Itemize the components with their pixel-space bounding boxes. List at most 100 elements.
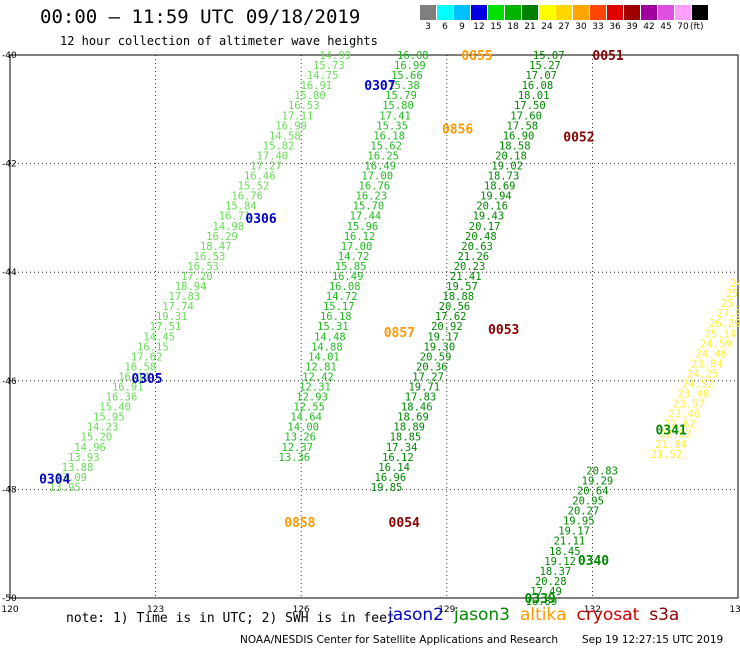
- wave-height-value: 16.12: [382, 452, 414, 464]
- wave-height-value: 15.80: [382, 100, 414, 112]
- satellite-cryosat-label: cryosat: [576, 605, 640, 625]
- pass-label: 0339: [524, 592, 555, 607]
- wave-height-value: 24.46: [696, 348, 728, 360]
- legend-label: 39: [626, 22, 638, 32]
- wave-height-value: 15.62: [370, 140, 402, 152]
- wave-height-value: 20.63: [461, 241, 493, 253]
- wave-height-value: 13.09: [55, 472, 87, 484]
- satellite-legend: jason2 jason3 altika cryosat s3a: [388, 605, 689, 625]
- wave-height-value: 14.72: [326, 291, 358, 303]
- wave-height-value: 16.53: [194, 251, 226, 263]
- legend-swatch: [471, 5, 487, 20]
- wave-height-value: 14.01: [308, 351, 340, 363]
- wave-height-value: 18.46: [401, 402, 433, 414]
- wave-height-value: 16.96: [375, 472, 407, 484]
- wave-height-value: 14.58: [269, 130, 301, 142]
- legend-swatch: [658, 5, 674, 20]
- wave-height-value: 24.25: [687, 368, 719, 380]
- wave-height-value: 15.38: [388, 80, 420, 92]
- wave-height-value: 20.28: [535, 576, 567, 588]
- wave-height-value: 22.62: [664, 419, 696, 431]
- wave-height-value: 19.30: [424, 341, 456, 353]
- wave-height-value: 19.12: [544, 556, 576, 568]
- wave-height-value: 15.31: [317, 321, 349, 333]
- wave-height-value: 19.95: [563, 516, 595, 528]
- legend-swatch: [607, 5, 623, 20]
- wave-height-value: 15.35: [376, 120, 408, 132]
- wave-height-value: 16.36: [106, 392, 138, 404]
- legend-label: 24: [541, 22, 553, 32]
- legend-swatch: [590, 5, 606, 20]
- wave-height-value: 15.73: [313, 60, 345, 72]
- wave-height-value: 14.98: [213, 221, 245, 233]
- legend-label: 27: [558, 22, 570, 32]
- pass-label: 0856: [442, 122, 473, 137]
- wave-height-value: 19.43: [473, 211, 505, 223]
- wave-height-value: 16.08: [522, 80, 554, 92]
- wave-height-value: 22.83: [660, 429, 692, 441]
- wave-height-value: 20.16: [476, 201, 508, 213]
- wave-height-value: 14.72: [338, 251, 370, 263]
- wave-height-value: 15.20: [81, 432, 113, 444]
- wave-height-value: 13.88: [62, 462, 94, 474]
- wave-height-value: 16.90: [503, 130, 535, 142]
- wave-height-value: 15.17: [323, 301, 355, 313]
- wave-height-value: 19.17: [558, 526, 590, 538]
- wave-height-value: 15.66: [391, 70, 423, 82]
- wave-height-value: 19.02: [491, 161, 523, 173]
- wave-height-value: 13.26: [284, 432, 316, 444]
- wave-height-value: 12.37: [281, 442, 313, 454]
- wave-height-value: 16.15: [137, 341, 169, 353]
- wave-height-value: 12.42: [302, 371, 334, 383]
- pass-label: 0341: [655, 424, 686, 439]
- wave-height-value: 21.84: [655, 439, 687, 451]
- satellite-altika-label: altika: [520, 605, 567, 625]
- wave-height-value: 16.18: [320, 311, 352, 323]
- wave-height-value: 18.37: [540, 566, 572, 578]
- legend-swatch: [454, 5, 470, 20]
- legend-swatch: [573, 5, 589, 20]
- pass-label: 0054: [389, 516, 420, 531]
- wave-height-value: 18.58: [499, 140, 531, 152]
- wave-height-value: 14.00: [287, 422, 319, 434]
- legend-label: 42: [643, 22, 655, 32]
- wave-height-value: 19.29: [582, 475, 614, 487]
- legend-swatch: [488, 5, 504, 20]
- pass-label: 0305: [131, 372, 162, 387]
- wave-height-value: 15.27: [529, 60, 561, 72]
- wave-height-value: 18.01: [518, 90, 550, 102]
- wave-height-value: 17.00: [341, 241, 373, 253]
- wave-height-value: 15.96: [347, 221, 379, 233]
- wave-height-value: 20.83: [586, 465, 618, 477]
- generation-timestamp: Sep 19 12:27:15 UTC 2019: [582, 634, 724, 646]
- wave-height-value: 18.47: [200, 241, 232, 253]
- wave-height-value: 17.27: [250, 161, 282, 173]
- wave-height-value: 14.96: [74, 442, 106, 454]
- wave-height-value: 12.31: [299, 382, 331, 394]
- wave-height-value: 19.71: [408, 382, 440, 394]
- wave-height-value: 13.93: [68, 452, 100, 464]
- wave-height-value: 20.27: [568, 506, 600, 518]
- wave-height-value: 14.75: [307, 70, 339, 82]
- wave-height-value: 20.95: [572, 496, 604, 508]
- satellite-jason2-label: jason2: [388, 605, 444, 625]
- wave-height-value: 17.07: [525, 70, 557, 82]
- legend-swatch: [437, 5, 453, 20]
- lon-tick-label: 120: [1, 605, 18, 615]
- wave-height-value: 17.44: [350, 211, 382, 223]
- wave-height-value: 17.27: [412, 371, 444, 383]
- legend-unit: (ft): [690, 22, 704, 32]
- lat-tick-label: -48: [2, 485, 17, 495]
- wave-height-value: 26.29: [709, 318, 740, 330]
- lat-tick-label: -42: [2, 160, 17, 170]
- wave-height-value: 15.07: [533, 50, 565, 62]
- wave-height-value: 19.31: [156, 311, 188, 323]
- wave-height-value: 17.34: [386, 442, 418, 454]
- wave-height-value: 16.53: [288, 100, 320, 112]
- wave-height-value: 17.20: [181, 271, 213, 283]
- wave-height-value: 18.89: [393, 422, 425, 434]
- wave-height-value: 17.00: [361, 171, 393, 183]
- wave-height-value: 12.93: [296, 392, 328, 404]
- wave-height-value: 23.46: [669, 409, 701, 421]
